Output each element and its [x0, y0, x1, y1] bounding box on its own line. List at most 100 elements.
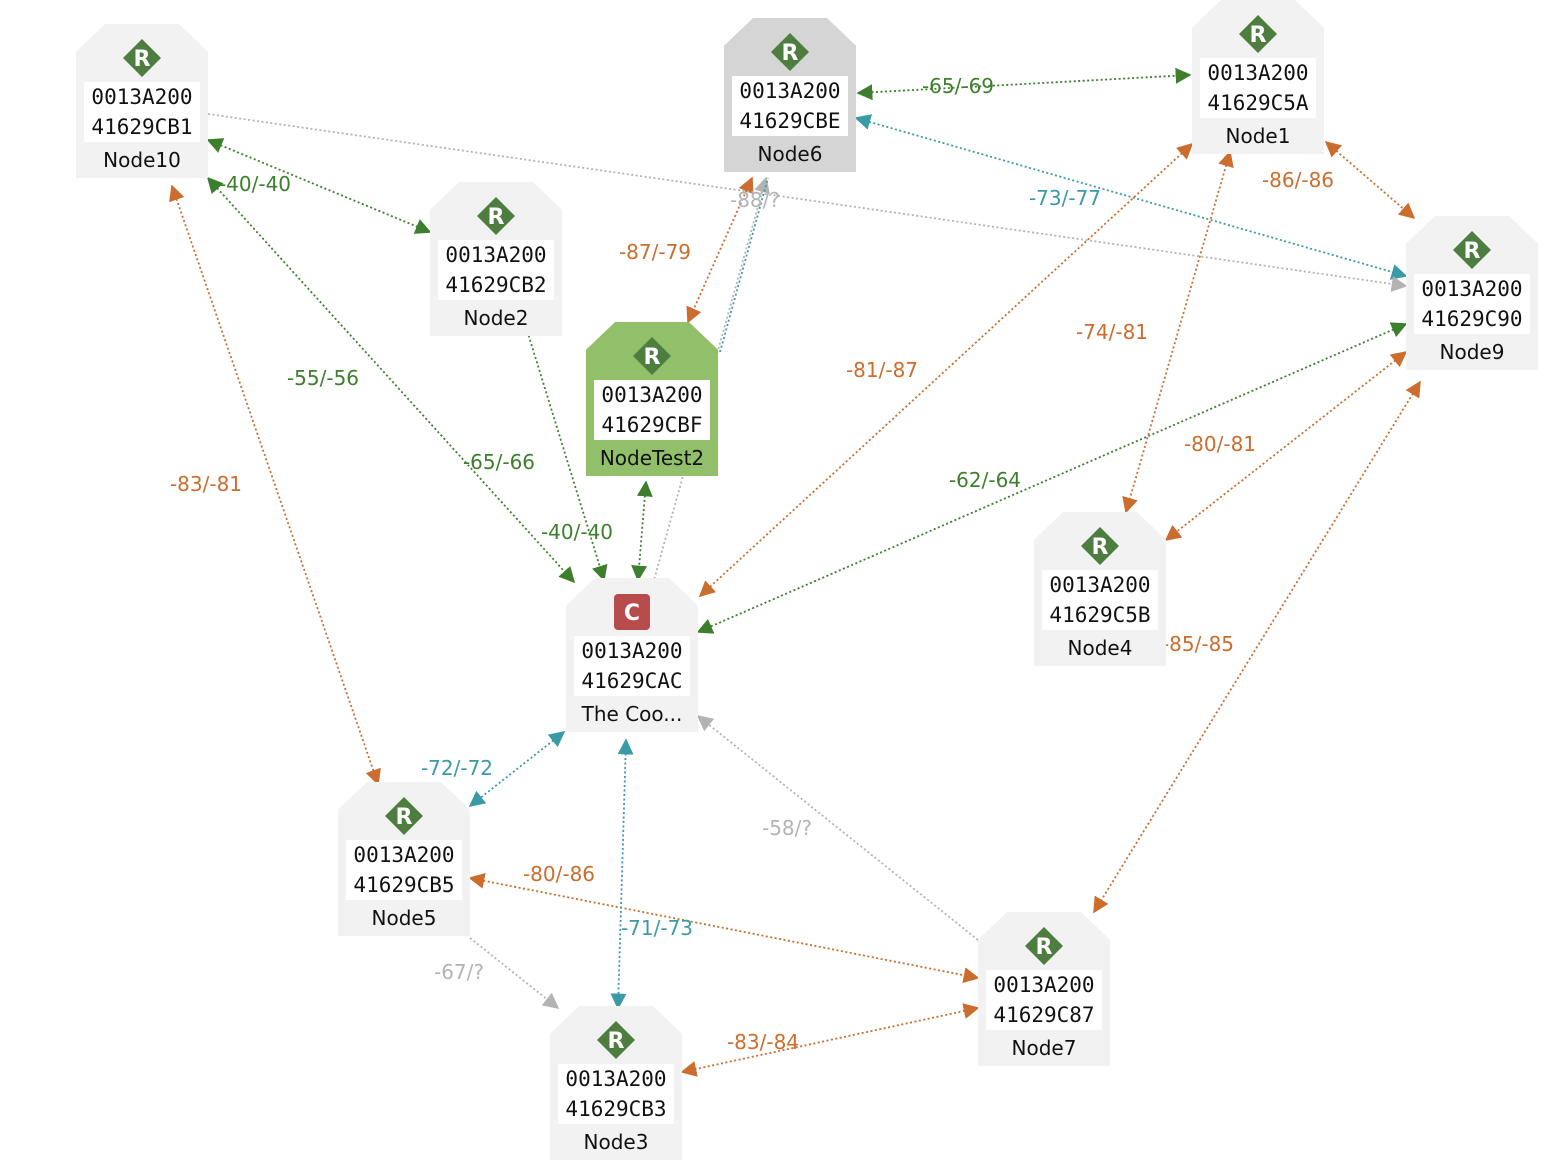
address-high: 0013A200 [601, 383, 703, 407]
address-high: 0013A200 [739, 79, 841, 103]
badge-letter: R [488, 205, 505, 230]
node-address: 0013A200 41629C87 [986, 970, 1102, 1030]
link-label: -80/-86 [523, 862, 595, 886]
link-label: -58/? [762, 816, 812, 840]
link-label: -73/-77 [1029, 186, 1101, 210]
node-address: 0013A200 41629CB5 [346, 840, 462, 900]
link-label: -80/-81 [1184, 432, 1256, 456]
link-line[interactable] [469, 937, 560, 1009]
node-node5[interactable]: R 0013A200 41629CB5 Node5 [338, 782, 470, 936]
node-name: Node3 [583, 1130, 649, 1154]
link-label: -40/-40 [541, 520, 613, 544]
node-name: NodeTest2 [599, 446, 705, 470]
address-low: 41629CB1 [91, 115, 193, 139]
router-icon: R [1239, 15, 1277, 53]
address-low: 41629C5A [1207, 91, 1309, 115]
coordinator-icon: C [614, 594, 650, 630]
address-high: 0013A200 [1207, 61, 1309, 85]
address-high: 0013A200 [565, 1067, 667, 1091]
link-label: -55/-56 [287, 366, 359, 390]
link-label: -65/-69 [922, 74, 994, 98]
router-icon: R [477, 197, 515, 235]
node-node9[interactable]: R 0013A200 41629C90 Node9 [1406, 216, 1538, 370]
node-node2[interactable]: R 0013A200 41629CB2 Node2 [430, 182, 562, 336]
node-name: Node10 [103, 148, 181, 172]
badge-letter: R [134, 47, 151, 72]
address-high: 0013A200 [353, 843, 455, 867]
link-label: -83/-84 [727, 1030, 799, 1054]
node-name: Node6 [757, 142, 823, 166]
router-icon: R [633, 337, 671, 375]
node-node1[interactable]: R 0013A200 41629C5A Node1 [1192, 0, 1324, 154]
link-line[interactable] [631, 480, 653, 582]
link-line[interactable] [169, 184, 381, 786]
address-low: 41629CB5 [353, 873, 455, 897]
router-icon: R [123, 39, 161, 77]
link-line[interactable] [207, 113, 1408, 292]
link-line[interactable] [686, 176, 754, 324]
link-label: -40/-40 [219, 172, 291, 196]
badge-letter: R [782, 41, 799, 66]
badge-letter: R [644, 345, 661, 370]
link-label: -72/-72 [421, 756, 493, 780]
node-name: Node5 [371, 906, 437, 930]
link-label: -81/-87 [846, 358, 918, 382]
node-name: The Coo... [581, 702, 683, 726]
address-high: 0013A200 [445, 243, 547, 267]
link-label: -85/-85 [1162, 632, 1234, 656]
badge-letter: R [1250, 23, 1267, 48]
node-nodetest2[interactable]: R 0013A200 41629CBF NodeTest2 [586, 322, 718, 476]
address-low: 41629C5B [1049, 603, 1151, 627]
link-label: -86/-86 [1262, 168, 1334, 192]
link-line[interactable] [1093, 380, 1421, 914]
router-icon: R [1025, 927, 1063, 965]
link-line[interactable] [468, 872, 980, 984]
node-name: Node7 [1011, 1036, 1077, 1060]
router-icon: R [1453, 231, 1491, 269]
address-high: 0013A200 [1049, 573, 1151, 597]
link-label: -87/-79 [619, 240, 691, 264]
address-low: 41629CBF [601, 413, 703, 437]
address-low: 41629CB3 [565, 1097, 667, 1121]
badge-letter: R [1464, 239, 1481, 264]
link-line[interactable] [1324, 140, 1416, 220]
node-address: 0013A200 41629CAC [574, 636, 690, 696]
node-address: 0013A200 41629CB3 [558, 1064, 674, 1124]
node-node3[interactable]: R 0013A200 41629CB3 Node3 [550, 1006, 682, 1160]
badge-letter: C [624, 601, 640, 626]
link-label: -67/? [434, 960, 484, 984]
address-high: 0013A200 [91, 85, 193, 109]
node-address: 0013A200 41629CBE [732, 76, 848, 136]
link-line[interactable] [856, 67, 1192, 101]
link-label: -83/-81 [170, 472, 242, 496]
node-node6[interactable]: R 0013A200 41629CBE Node6 [724, 18, 856, 172]
router-icon: R [1081, 527, 1119, 565]
node-address: 0013A200 41629C90 [1414, 274, 1530, 334]
badge-letter: R [608, 1029, 625, 1054]
node-node7[interactable]: R 0013A200 41629C87 Node7 [978, 912, 1110, 1066]
link-line[interactable] [468, 731, 566, 807]
address-high: 0013A200 [1421, 277, 1523, 301]
link-line[interactable] [719, 177, 769, 353]
address-low: 41629C90 [1421, 307, 1523, 331]
link-line[interactable] [680, 1003, 980, 1077]
node-the-coo[interactable]: C 0013A200 41629CAC The Coo... [566, 578, 698, 732]
address-low: 41629C87 [993, 1003, 1095, 1027]
node-node10[interactable]: R 0013A200 41629CB1 Node10 [76, 24, 208, 178]
link-line[interactable] [610, 738, 634, 1010]
badge-letter: R [1036, 935, 1053, 960]
address-high: 0013A200 [581, 639, 683, 663]
node-name: Node2 [463, 306, 529, 330]
link-label: -88/? [730, 188, 780, 212]
router-icon: R [385, 797, 423, 835]
node-address: 0013A200 41629C5B [1042, 570, 1158, 630]
link-line[interactable] [696, 715, 979, 941]
node-address: 0013A200 41629CBF [594, 380, 710, 440]
link-line[interactable] [518, 312, 608, 582]
link-label: -74/-81 [1076, 320, 1148, 344]
node-node4[interactable]: R 0013A200 41629C5B Node4 [1034, 512, 1166, 666]
node-address: 0013A200 41629CB2 [438, 240, 554, 300]
link-label: -71/-73 [621, 916, 693, 940]
